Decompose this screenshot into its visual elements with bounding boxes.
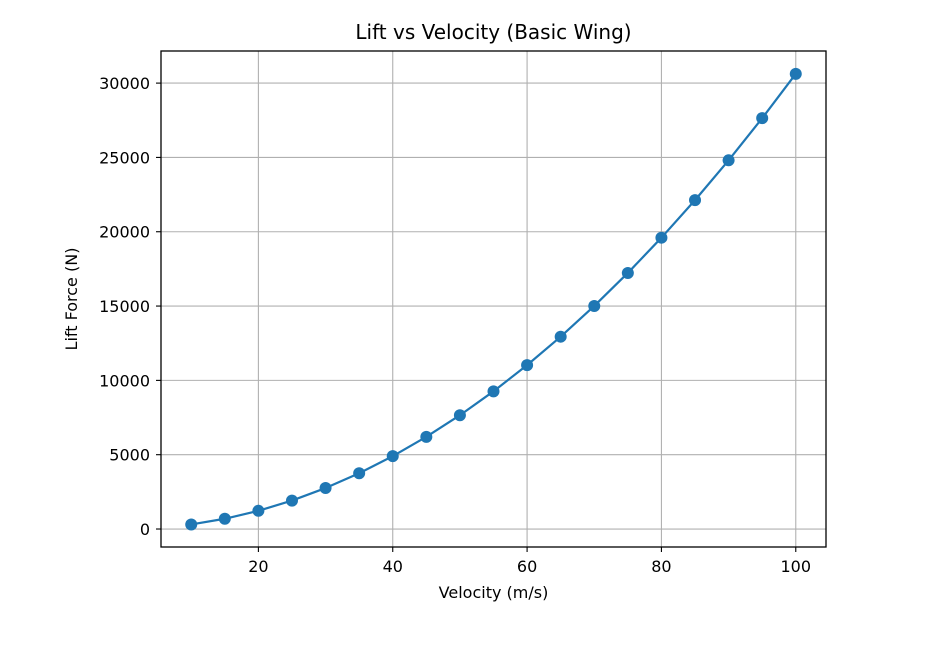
data-point — [655, 231, 668, 244]
data-point — [185, 518, 198, 531]
axis-ticks: 20 40 60 80 100 0 5000 10000 15000 20000 25000 3000… — [99, 74, 811, 576]
data-point — [218, 512, 231, 525]
data-point — [353, 467, 366, 480]
data-point — [420, 430, 433, 443]
x-tick-label: 80 — [651, 557, 671, 576]
grid — [161, 51, 826, 547]
y-tick-label: 5000 — [109, 446, 150, 465]
x-tick-label: 20 — [248, 557, 268, 576]
y-tick-label: 0 — [140, 520, 150, 539]
data-point — [252, 504, 265, 517]
data-point — [285, 494, 298, 507]
data-point — [453, 409, 466, 422]
y-tick-label: 20000 — [99, 223, 150, 242]
y-tick-label: 25000 — [99, 148, 150, 167]
x-axis-label: Velocity (m/s) — [439, 583, 549, 602]
data-point — [588, 299, 601, 312]
data-point — [319, 482, 332, 495]
data-point — [722, 154, 735, 167]
data-point — [756, 112, 769, 125]
x-tick-label: 100 — [780, 557, 811, 576]
y-tick-label: 10000 — [99, 371, 150, 390]
chart-title: Lift vs Velocity (Basic Wing) — [355, 20, 631, 44]
plot-frame — [160, 50, 827, 548]
data-point — [487, 385, 500, 398]
x-tick-label: 60 — [517, 557, 537, 576]
data-point — [621, 266, 634, 279]
data-point — [521, 359, 534, 372]
data-point — [789, 67, 802, 80]
data-point — [689, 194, 702, 207]
y-axis-label: Lift Force (N) — [62, 248, 81, 351]
data-point — [386, 450, 399, 463]
x-tick-label: 40 — [383, 557, 403, 576]
data-series — [185, 67, 802, 531]
y-tick-label: 15000 — [99, 297, 150, 316]
data-point — [554, 330, 567, 343]
y-tick-label: 30000 — [99, 74, 150, 93]
